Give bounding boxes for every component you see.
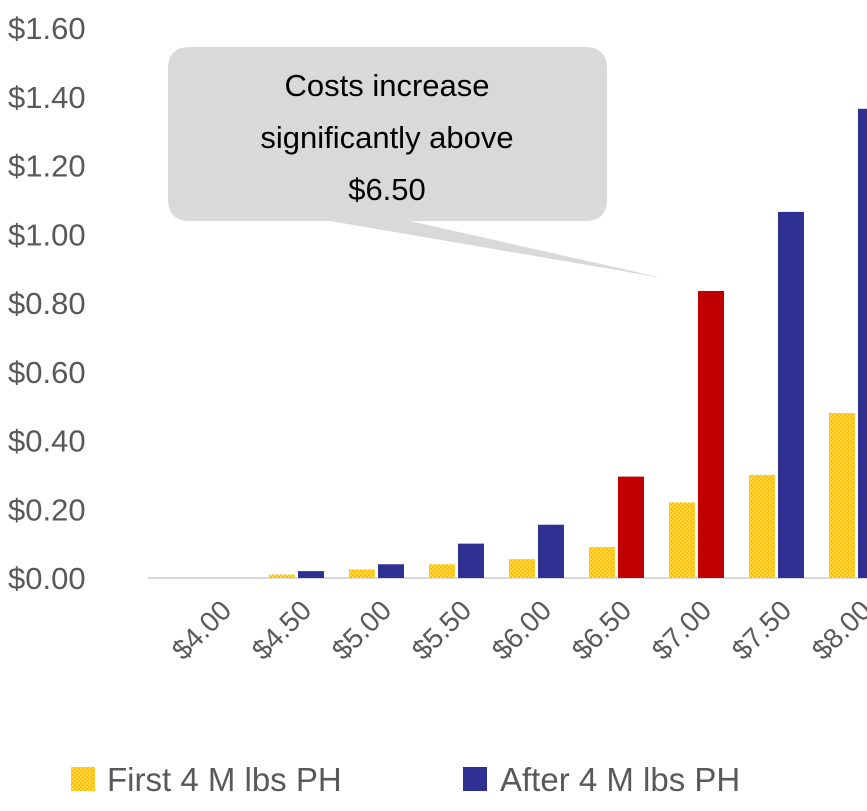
bar-first-4m [269,574,295,578]
legend-label-first: First 4 M lbs PH [107,761,342,798]
bar-first-4m [669,502,695,578]
bar-first-4m [829,413,855,578]
bar-after-4m [538,524,564,578]
x-tick-label: $4.00 [166,594,237,665]
bar-first-4m [749,474,775,578]
bar-after-4m [858,108,867,578]
callout-bubble [168,47,663,278]
y-tick-label: $1.40 [8,80,86,115]
bar-after-4m [618,476,644,578]
bar-after-4m [458,543,484,578]
callout-line-2: significantly above [260,120,513,155]
bar-first-4m [349,569,375,578]
bar-first-4m [429,564,455,578]
bar-after-4m [378,564,404,578]
x-axis-ticks: $4.00 $4.50 $5.00 $5.50 $6.00 $6.50 $7.00 $7.50… [166,594,867,665]
x-tick-label: $7.00 [646,594,717,665]
y-tick-label: $1.00 [8,217,86,252]
y-tick-label: $0.00 [8,561,86,596]
y-tick-label: $1.20 [8,149,86,184]
bar-after-4m [698,290,724,578]
y-tick-label: $1.60 [8,11,86,46]
annotation-callout: Costs increase significantly above $6.50 [168,47,663,278]
y-tick-label: $0.40 [8,424,86,459]
x-tick-label: $5.00 [326,594,397,665]
bar-after-4m [298,571,324,578]
x-tick-label: $6.50 [566,594,637,665]
x-tick-label: $6.00 [486,594,557,665]
callout-line-3: $6.50 [348,172,426,207]
legend-label-after: After 4 M lbs PH [500,761,740,798]
x-tick-label: $7.50 [726,594,797,665]
y-tick-label: $0.60 [8,355,86,390]
legend: First 4 M lbs PH After 4 M lbs PH [71,761,740,798]
callout-line-1: Costs increase [284,68,489,103]
y-axis-ticks: $0.00 $0.20 $0.40 $0.60 $0.80 $1.00 $1.20 $1.40… [8,11,86,596]
bar-after-4m [778,211,804,578]
bar-first-4m [589,547,615,578]
legend-swatch-first [71,767,95,791]
bars [269,108,867,578]
legend-swatch-after [463,767,487,791]
bar-first-4m [509,559,535,578]
x-tick-label: $4.50 [246,594,317,665]
x-tick-label: $5.50 [406,594,477,665]
x-tick-label: $8.00 [806,594,867,665]
y-tick-label: $0.80 [8,286,86,321]
y-tick-label: $0.20 [8,492,86,527]
